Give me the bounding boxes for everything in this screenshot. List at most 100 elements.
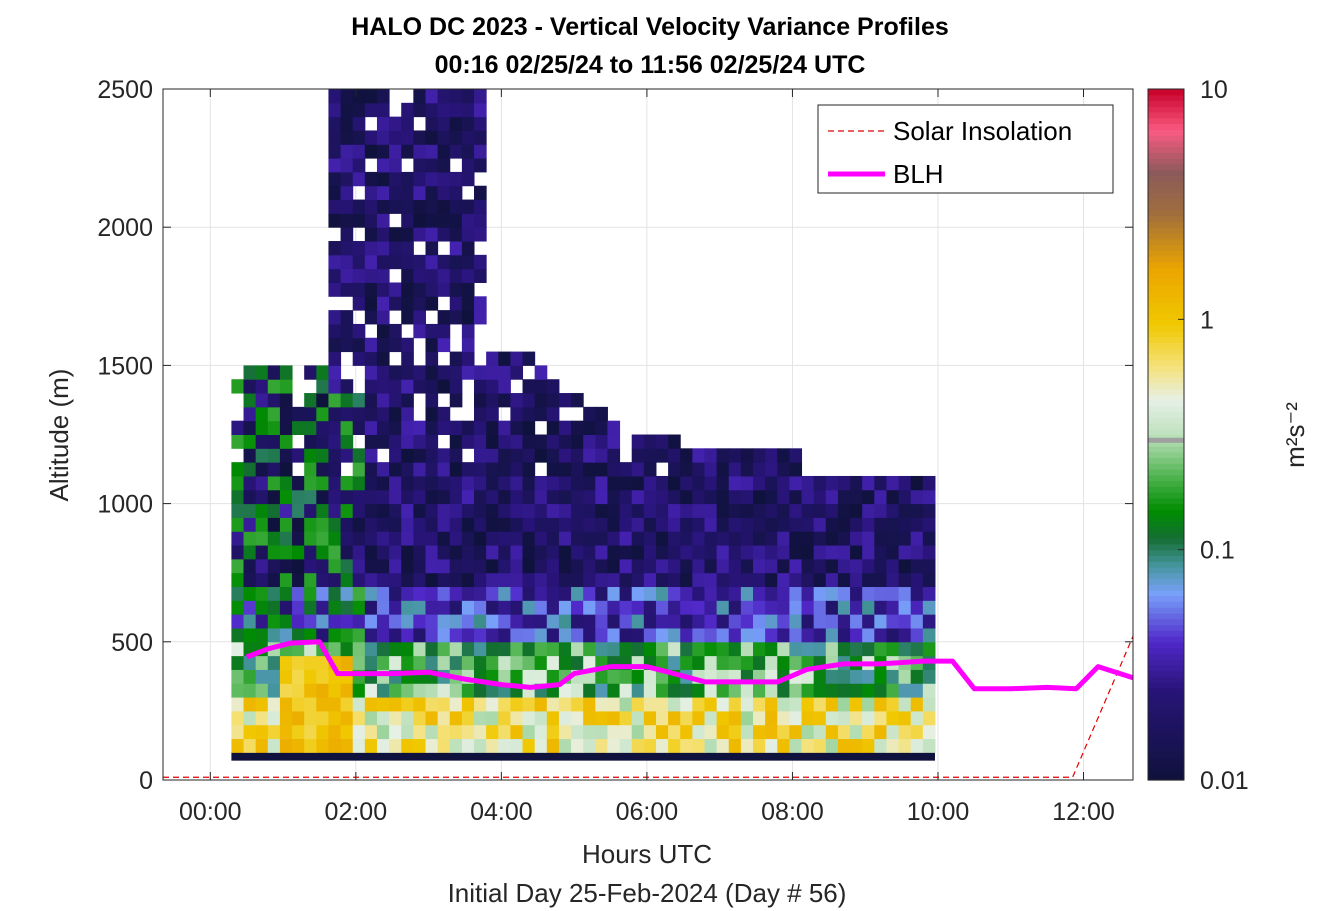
heatmap-cell: [510, 641, 524, 657]
heatmap-cell: [571, 641, 584, 657]
heatmap-cell: [655, 641, 669, 657]
heatmap-cell: [316, 558, 329, 574]
heatmap-cell: [486, 669, 499, 684]
heatmap-cell: [231, 600, 245, 615]
heatmap-cell: [449, 199, 463, 214]
colorbar-segment: [1148, 221, 1184, 228]
y-axis-label: Altitude (m): [44, 369, 74, 502]
heatmap-cell: [837, 531, 851, 546]
heatmap-cell: [668, 503, 681, 518]
heatmap-cell: [328, 102, 342, 118]
heatmap-cell: [498, 655, 511, 670]
colorbar-segment: [1148, 163, 1184, 171]
heatmap-cell: [631, 683, 645, 698]
heatmap-cell: [316, 710, 329, 726]
heatmap-cell: [850, 669, 863, 684]
heatmap-cell: [474, 310, 487, 325]
heatmap-cell: [364, 517, 378, 532]
heatmap-cell: [389, 227, 402, 242]
heatmap-cell: [376, 655, 390, 670]
heatmap-cell: [655, 503, 669, 518]
heatmap-cell: [255, 531, 269, 546]
heatmap-cell: [364, 144, 378, 159]
heatmap-cell: [898, 614, 912, 629]
colorbar-segment: [1148, 422, 1184, 430]
heatmap-cell: [680, 600, 693, 615]
heatmap-cell: [862, 517, 875, 532]
heatmap-cell: [837, 627, 851, 643]
heatmap-cell: [510, 393, 524, 408]
heatmap-cell: [304, 724, 317, 740]
heatmap-cell: [655, 627, 669, 643]
heatmap-cell: [231, 517, 245, 532]
heatmap-cell: [340, 130, 354, 145]
colorbar-segment: [1148, 152, 1184, 159]
heatmap-cell: [255, 379, 269, 394]
heatmap-cell: [243, 517, 257, 532]
heatmap-cell: [425, 614, 439, 629]
heatmap-cell: [461, 144, 475, 159]
heatmap-cell: [534, 517, 548, 532]
heatmap-cell: [558, 475, 572, 491]
heatmap-cell: [801, 641, 815, 657]
y-tick-label: 1000: [97, 491, 153, 519]
heatmap-cell: [413, 365, 426, 380]
heatmap-cell: [643, 586, 657, 601]
heatmap-cell: [316, 627, 329, 643]
colorbar-segment: [1148, 284, 1184, 292]
heatmap-cell: [364, 213, 378, 228]
y-tick-label: 0: [139, 767, 153, 795]
heatmap-cell: [583, 614, 596, 629]
heatmap-cell: [898, 531, 912, 546]
heatmap-cell: [692, 614, 705, 629]
heatmap-cell: [558, 434, 572, 449]
heatmap-cell: [352, 296, 366, 311]
heatmap-cell: [510, 655, 524, 670]
heatmap-cell: [461, 586, 475, 601]
heatmap-cell: [401, 365, 414, 380]
heatmap-cell: [522, 351, 536, 366]
heatmap-cell: [231, 545, 245, 560]
heatmap-cell: [631, 600, 645, 615]
heatmap-cell: [352, 351, 366, 366]
heatmap-cell: [425, 102, 439, 118]
heatmap-cell: [583, 406, 596, 422]
heatmap-cell: [498, 462, 511, 477]
heatmap-cell: [765, 462, 778, 477]
heatmap-cell: [777, 627, 790, 643]
heatmap-cell: [498, 614, 511, 629]
heatmap-cell: [607, 420, 621, 435]
heatmap-cell: [910, 669, 924, 684]
heatmap-cell: [401, 337, 414, 353]
heatmap-cell: [668, 710, 681, 726]
heatmap-cell: [449, 434, 463, 449]
heatmap-cell: [352, 199, 366, 214]
heatmap-cell: [801, 545, 815, 560]
heatmap-cell: [631, 697, 645, 712]
heatmap-cell: [461, 545, 475, 560]
heatmap-cell: [461, 227, 475, 242]
heatmap-cell: [680, 572, 693, 588]
heatmap-cell: [692, 558, 705, 574]
heatmap-cell: [583, 420, 596, 435]
heatmap-cell: [643, 503, 657, 518]
heatmap-cell: [474, 102, 487, 118]
heatmap-cell: [425, 393, 439, 408]
colorbar-segment: [1148, 636, 1184, 643]
heatmap-cell: [558, 531, 572, 546]
heatmap-cell: [267, 462, 281, 477]
heatmap-cell: [316, 503, 329, 518]
heatmap-cell: [862, 724, 875, 740]
heatmap-cell: [292, 697, 305, 712]
heatmap-cell: [376, 683, 390, 698]
heatmap-cell: [643, 572, 657, 588]
heatmap-cell: [789, 558, 803, 574]
heatmap-cell: [643, 462, 657, 477]
heatmap-cell: [376, 738, 390, 753]
heatmap-cell: [461, 337, 475, 353]
heatmap-cell: [267, 517, 281, 532]
colorbar-segment: [1148, 290, 1184, 297]
heatmap-cell: [328, 310, 342, 325]
heatmap-cell: [777, 683, 790, 698]
heatmap-cell: [753, 503, 766, 518]
